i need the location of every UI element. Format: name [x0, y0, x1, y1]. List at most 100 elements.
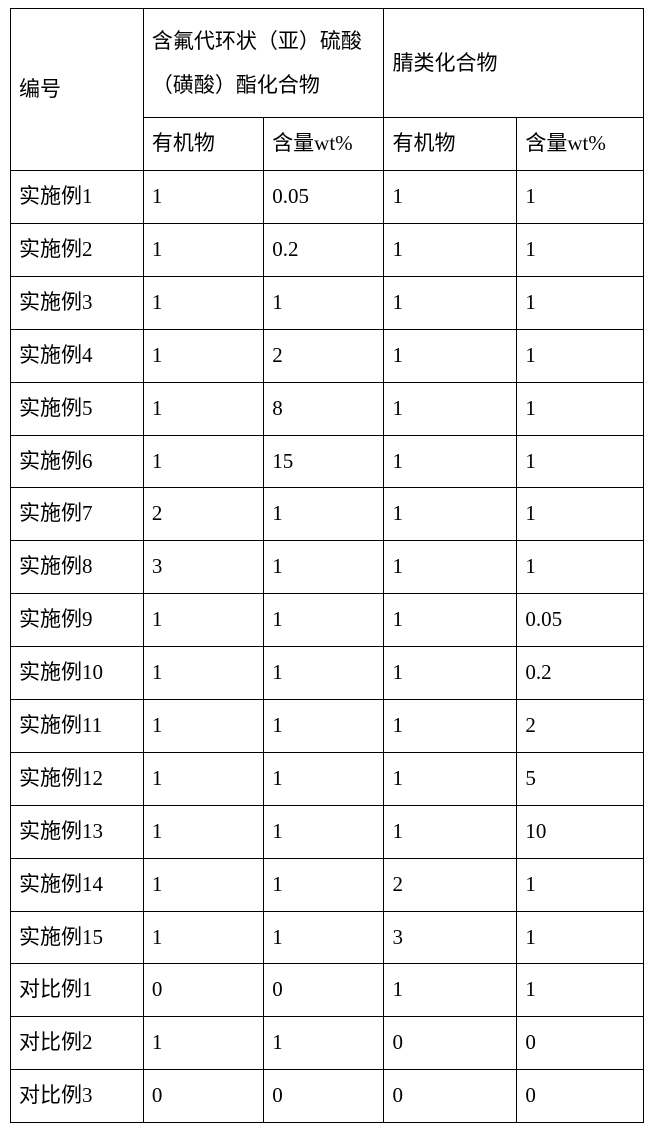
- table-row: 对比例21100: [11, 1017, 644, 1070]
- row-label-text: 实施例14: [11, 859, 143, 911]
- g1-org-text: 1: [144, 171, 263, 223]
- header-g1-wt-label: 含量wt%: [264, 118, 383, 170]
- g1-org: 1: [143, 911, 263, 964]
- header-id-label: 编号: [11, 57, 143, 121]
- g2-org-text: 1: [384, 488, 516, 540]
- g2-org-text: 1: [384, 224, 516, 276]
- g1-org-text: 0: [144, 964, 263, 1016]
- table-row: 对比例30000: [11, 1070, 644, 1123]
- g2-wt: 0: [517, 1070, 644, 1123]
- row-label: 实施例12: [11, 752, 144, 805]
- g2-wt-text: 10: [517, 806, 643, 858]
- row-label: 对比例3: [11, 1070, 144, 1123]
- g2-wt-text: 1: [517, 541, 643, 593]
- g1-wt: 1: [264, 647, 384, 700]
- g1-wt: 0.05: [264, 171, 384, 224]
- g1-org-text: 1: [144, 806, 263, 858]
- g2-org-text: 1: [384, 330, 516, 382]
- row-label: 实施例4: [11, 329, 144, 382]
- g2-wt-text: 1: [517, 912, 643, 964]
- row-label-text: 实施例10: [11, 647, 143, 699]
- g2-org-text: 1: [384, 964, 516, 1016]
- row-label: 实施例15: [11, 911, 144, 964]
- table-row: 实施例101110.2: [11, 647, 644, 700]
- g2-wt: 1: [517, 382, 644, 435]
- g2-wt: 1: [517, 541, 644, 594]
- g2-wt-text: 1: [517, 171, 643, 223]
- header-g2-org-label: 有机物: [384, 118, 516, 170]
- row-label: 实施例1: [11, 171, 144, 224]
- g1-org-text: 1: [144, 1017, 263, 1069]
- g1-org: 1: [143, 752, 263, 805]
- g1-org: 1: [143, 699, 263, 752]
- g1-org: 1: [143, 276, 263, 329]
- g2-org-text: 1: [384, 436, 516, 488]
- g1-org-text: 1: [144, 594, 263, 646]
- header-group1: 含氟代环状（亚）硫酸（磺酸）酯化合物: [143, 9, 384, 118]
- g1-org-text: 1: [144, 383, 263, 435]
- row-label: 实施例10: [11, 647, 144, 700]
- g2-wt-text: 1: [517, 436, 643, 488]
- g2-org-text: 0: [384, 1070, 516, 1122]
- g1-org-text: 1: [144, 277, 263, 329]
- g2-org-text: 1: [384, 753, 516, 805]
- g1-org: 1: [143, 329, 263, 382]
- g2-wt-text: 1: [517, 277, 643, 329]
- data-table: 编号 含氟代环状（亚）硫酸（磺酸）酯化合物 腈类化合物 有机物 含量wt% 有机…: [10, 8, 644, 1123]
- g1-wt-text: 1: [264, 1017, 383, 1069]
- g2-org: 1: [384, 276, 517, 329]
- g1-wt: 1: [264, 488, 384, 541]
- g2-org-text: 1: [384, 647, 516, 699]
- row-label: 实施例3: [11, 276, 144, 329]
- table-row: 实施例1311110: [11, 805, 644, 858]
- table-row: 实施例72111: [11, 488, 644, 541]
- row-label: 对比例1: [11, 964, 144, 1017]
- row-label-text: 实施例12: [11, 753, 143, 805]
- g1-wt-text: 1: [264, 594, 383, 646]
- g2-wt: 1: [517, 858, 644, 911]
- row-label-text: 实施例4: [11, 330, 143, 382]
- g2-org-text: 2: [384, 859, 516, 911]
- row-label-text: 实施例2: [11, 224, 143, 276]
- g2-org: 1: [384, 805, 517, 858]
- header-row-1: 编号 含氟代环状（亚）硫酸（磺酸）酯化合物 腈类化合物: [11, 9, 644, 118]
- g2-wt-text: 1: [517, 964, 643, 1016]
- g2-org-text: 1: [384, 383, 516, 435]
- g1-wt-text: 0: [264, 1070, 383, 1122]
- g2-org: 1: [384, 752, 517, 805]
- header-group2: 腈类化合物: [384, 9, 644, 118]
- row-label-text: 对比例3: [11, 1070, 143, 1122]
- table-row: 实施例611511: [11, 435, 644, 488]
- g1-org: 1: [143, 594, 263, 647]
- g1-org-text: 0: [144, 1070, 263, 1122]
- table-row: 实施例210.211: [11, 223, 644, 276]
- g2-org-text: 1: [384, 806, 516, 858]
- row-label-text: 对比例2: [11, 1017, 143, 1069]
- g1-wt: 1: [264, 858, 384, 911]
- g1-wt: 8: [264, 382, 384, 435]
- g1-wt-text: 0.2: [264, 224, 383, 276]
- row-label-text: 实施例7: [11, 488, 143, 540]
- header-id: 编号: [11, 9, 144, 171]
- header-g1-org-label: 有机物: [144, 118, 263, 170]
- g1-wt-text: 1: [264, 859, 383, 911]
- table-row: 对比例10011: [11, 964, 644, 1017]
- g2-org: 1: [384, 488, 517, 541]
- g2-wt: 1: [517, 435, 644, 488]
- g2-org-text: 3: [384, 912, 516, 964]
- row-label-text: 对比例1: [11, 964, 143, 1016]
- row-label-text: 实施例6: [11, 436, 143, 488]
- g1-wt-text: 8: [264, 383, 383, 435]
- g1-org: 1: [143, 647, 263, 700]
- g2-wt-text: 1: [517, 383, 643, 435]
- row-label-text: 实施例8: [11, 541, 143, 593]
- g2-org-text: 0: [384, 1017, 516, 1069]
- g2-wt: 1: [517, 964, 644, 1017]
- row-label-text: 实施例1: [11, 171, 143, 223]
- g1-org: 1: [143, 382, 263, 435]
- g2-wt: 1: [517, 223, 644, 276]
- row-label-text: 实施例3: [11, 277, 143, 329]
- table-body: 实施例110.0511实施例210.211实施例31111实施例41211实施例…: [11, 171, 644, 1123]
- g2-org-text: 1: [384, 171, 516, 223]
- table-row: 实施例91110.05: [11, 594, 644, 647]
